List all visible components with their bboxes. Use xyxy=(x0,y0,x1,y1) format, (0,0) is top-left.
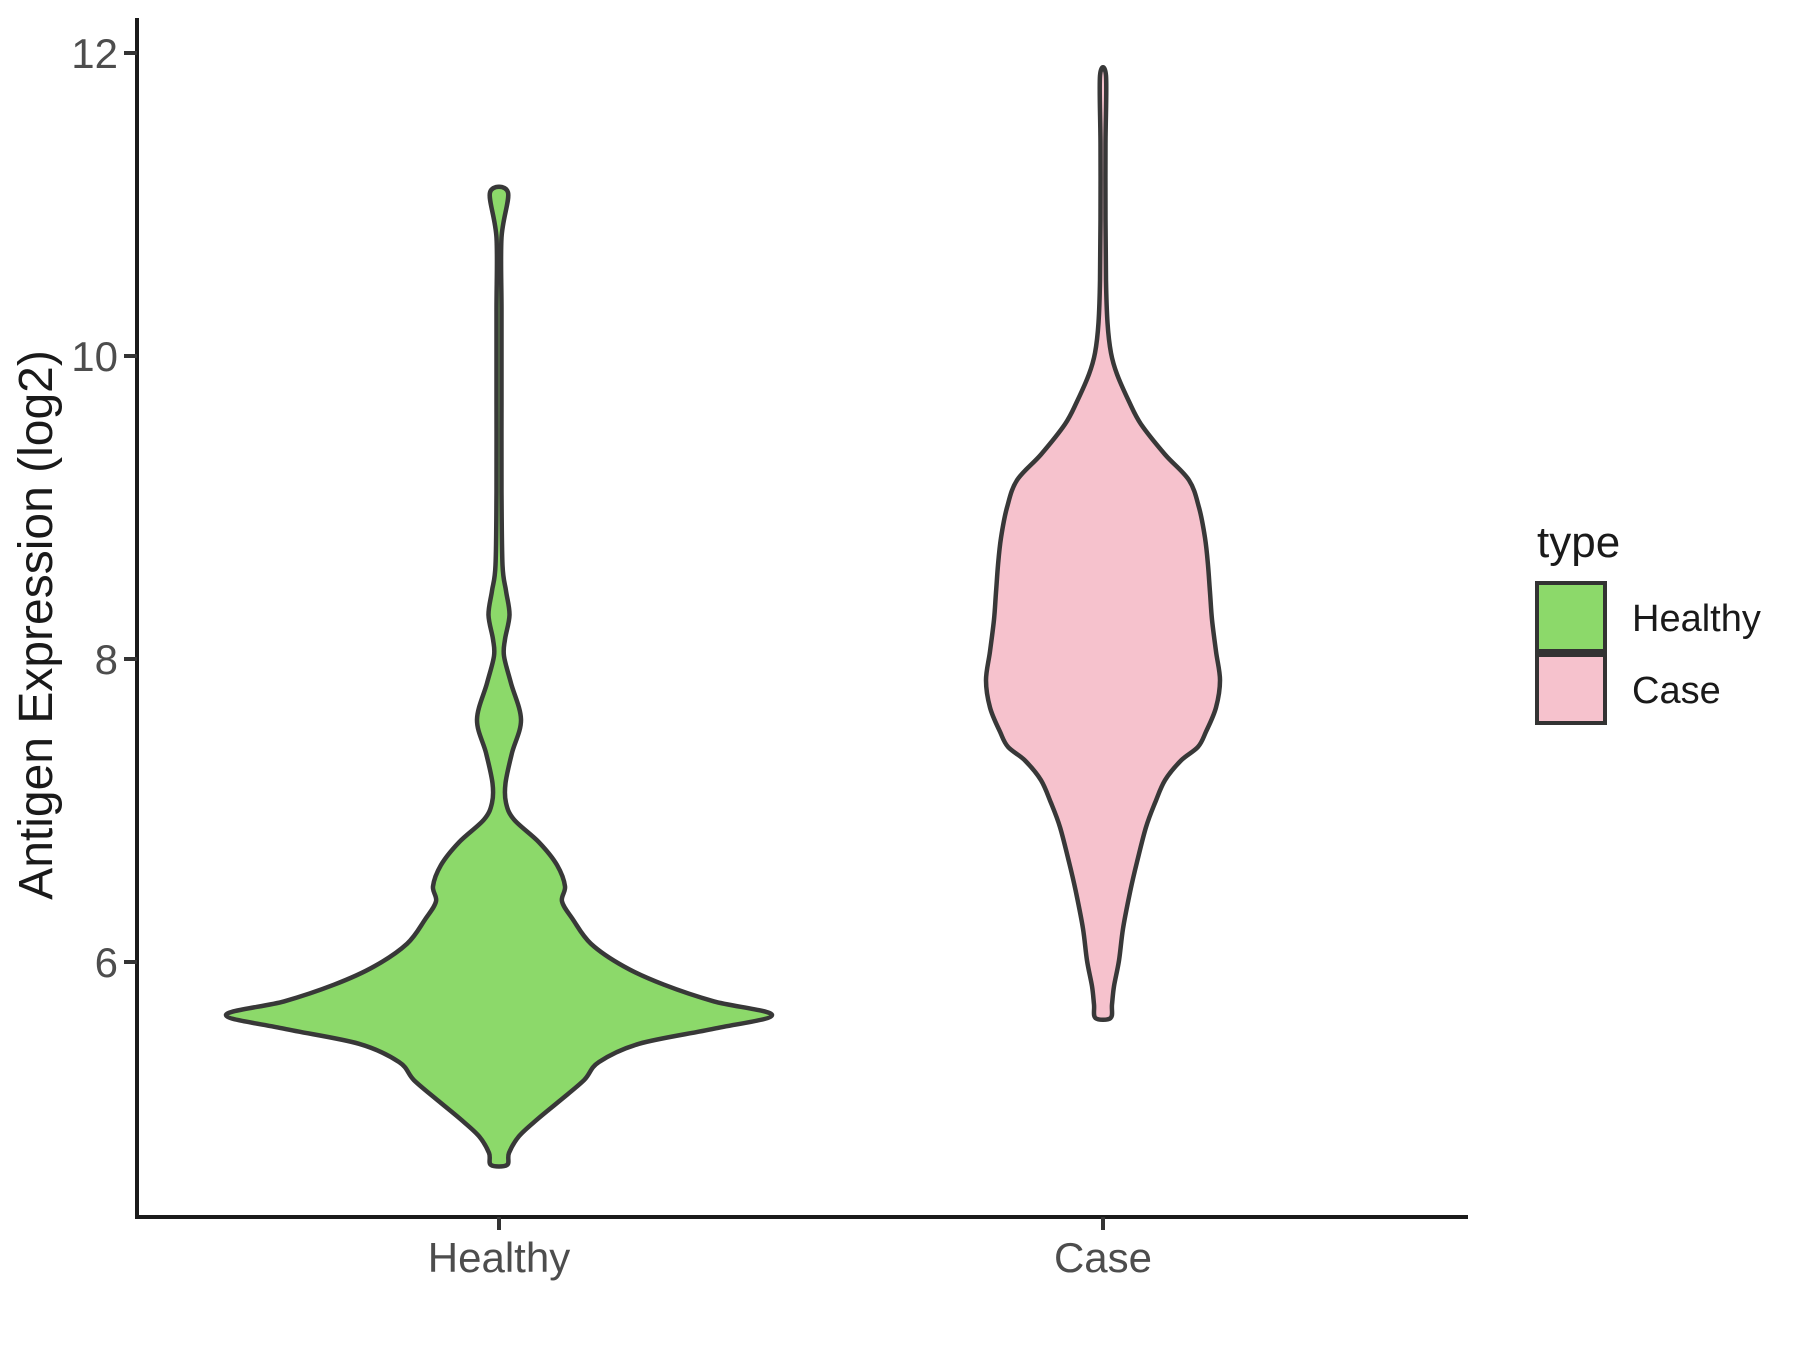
violin-case xyxy=(983,64,1223,1022)
y-tick-label: 12 xyxy=(71,30,118,77)
legend-label-case: Case xyxy=(1632,670,1721,712)
legend: type Healthy Case xyxy=(1535,518,1761,725)
x-tick-label: Case xyxy=(1054,1234,1152,1281)
x-tick-label: Healthy xyxy=(428,1234,570,1281)
legend-key-case xyxy=(1535,653,1607,725)
y-tick-label: 10 xyxy=(71,333,118,380)
y-axis-title: Antigen Expression (log2) xyxy=(10,350,63,900)
violin-layer xyxy=(223,64,1223,1169)
y-axis-ticks: 6 8 10 12 xyxy=(71,30,137,986)
y-tick-label: 6 xyxy=(95,939,118,986)
legend-title: type xyxy=(1537,518,1620,567)
legend-label-healthy: Healthy xyxy=(1632,598,1761,640)
legend-key-healthy xyxy=(1535,581,1607,653)
x-axis-ticks: Healthy Case xyxy=(428,1217,1152,1281)
violin-healthy xyxy=(223,184,775,1169)
y-tick-label: 8 xyxy=(95,636,118,683)
